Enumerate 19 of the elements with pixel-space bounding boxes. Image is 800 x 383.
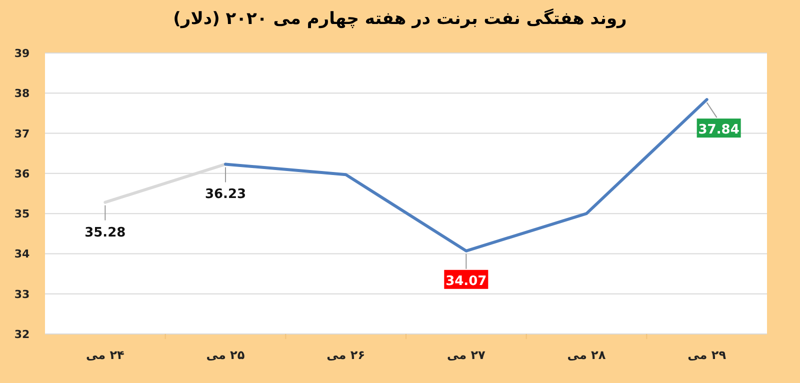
data-label: 35.28 — [84, 225, 126, 240]
x-tick-label: ۲۹ می — [688, 348, 727, 362]
x-tick-label: ۲۶ می — [326, 348, 366, 362]
y-tick-label: 33 — [14, 288, 30, 301]
y-tick-label: 37 — [14, 127, 30, 140]
x-tick-label: ۲۵ می — [206, 348, 245, 362]
data-label: 37.84 — [698, 122, 740, 138]
y-tick-label: 39 — [14, 47, 30, 60]
data-label: 34.07 — [446, 274, 487, 289]
y-tick-label: 35 — [14, 208, 30, 221]
y-tick-label: 36 — [14, 167, 30, 180]
y-tick-label: 32 — [14, 328, 30, 341]
chart-title: روند هفتگی نفت برنت در هفته چهارم می ۲۰۲۰ (دلار) — [173, 8, 627, 29]
x-tick-label: ۲۴ می — [86, 348, 124, 362]
x-tick-label: ۲۷ می — [446, 348, 486, 362]
x-tick-label: ۲۸ می — [567, 348, 606, 362]
data-label: 36.23 — [204, 187, 246, 202]
y-tick-label: 38 — [14, 87, 30, 100]
y-tick-label: 34 — [14, 248, 30, 261]
